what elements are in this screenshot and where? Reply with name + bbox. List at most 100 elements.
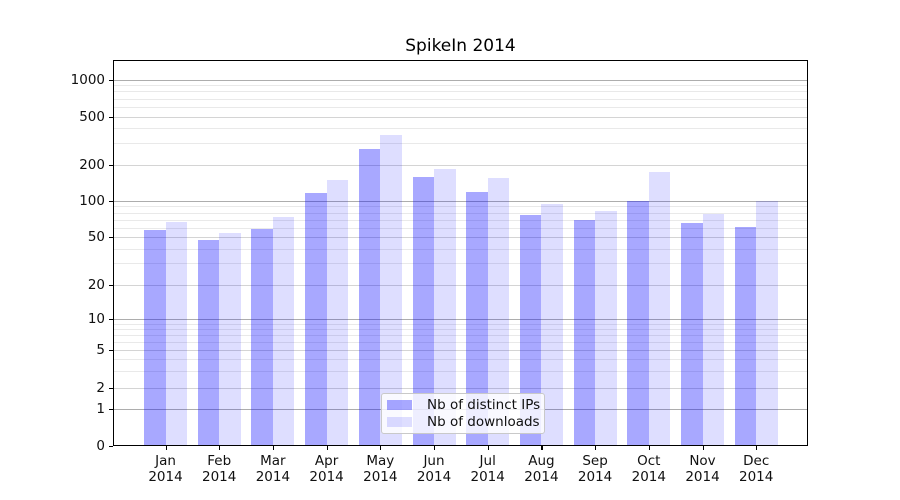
x-tick-mar: [272, 446, 275, 450]
x-tick-label-nov: Nov 2014: [685, 453, 720, 485]
y-tick-500: [109, 116, 113, 118]
bar-distinct-ips-jan: [144, 230, 166, 446]
gridline-500: [113, 116, 808, 118]
minor-gridline-8: [113, 329, 808, 331]
y-tick-1: [109, 408, 113, 410]
gridline-2: [113, 387, 808, 389]
x-tick-label-sep: Sep 2014: [577, 453, 613, 485]
bar-downloads-dec: [756, 201, 778, 446]
y-tick-label-20: 20: [87, 276, 105, 293]
bar-downloads-nov: [702, 213, 724, 446]
x-tick-label-jan: Jan 2014: [148, 453, 183, 485]
x-tick-label-dec: Dec 2014: [739, 453, 774, 485]
y-tick-label-1: 1: [96, 400, 105, 417]
legend: Nb of distinct IPs Nb of downloads: [381, 393, 545, 434]
y-tick-10: [109, 319, 113, 321]
bar-downloads-jan: [165, 221, 187, 446]
y-tick-label-10: 10: [87, 311, 105, 328]
legend-swatch-downloads: [387, 417, 412, 427]
bar-distinct-ips-may: [358, 148, 381, 446]
y-tick-label-100: 100: [79, 193, 105, 209]
bar-downloads-aug: [541, 203, 563, 446]
y-tick-1000: [109, 79, 113, 81]
y-tick-label-50: 50: [87, 229, 105, 245]
x-tick-jun: [434, 446, 436, 450]
y-tick-label-2: 2: [96, 379, 105, 396]
minor-gridline-700: [113, 98, 808, 100]
plot-area: [113, 60, 808, 446]
bar-downloads-apr: [326, 180, 349, 446]
minor-gridline-300: [113, 143, 808, 145]
gridline-5: [113, 349, 808, 351]
x-tick-aug: [541, 446, 543, 450]
bar-distinct-ips-apr: [305, 193, 327, 446]
legend-label-downloads: Nb of downloads: [427, 414, 540, 430]
x-tick-label-may: May 2014: [363, 453, 398, 485]
minor-gridline-60: [113, 227, 808, 229]
minor-gridline-80: [113, 212, 808, 214]
x-tick-feb: [219, 446, 221, 450]
legend-label-distinct-ips: Nb of distinct IPs: [427, 397, 541, 413]
y-tick-200: [109, 164, 113, 166]
x-tick-apr: [326, 446, 328, 450]
x-tick-label-aug: Aug 2014: [524, 453, 559, 485]
bar-distinct-ips-oct: [627, 201, 649, 446]
y-tick-label-5: 5: [96, 341, 105, 358]
y-tick-label-0: 0: [96, 438, 105, 454]
legend-swatch-distinct-ips: [387, 400, 412, 410]
bar-downloads-sep: [595, 210, 617, 446]
x-tick-label-jun: Jun 2014: [416, 453, 452, 485]
minor-gridline-7: [113, 334, 808, 336]
bar-distinct-ips-feb: [197, 240, 220, 446]
minor-gridline-9: [113, 323, 808, 325]
minor-gridline-600: [113, 106, 808, 108]
bar-downloads-jun: [434, 168, 456, 446]
gridline-200: [113, 164, 808, 166]
gridline-50: [113, 237, 808, 238]
gridline-10: [113, 319, 808, 321]
bar-distinct-ips-aug: [519, 214, 542, 446]
y-tick-label-1000: 1000: [70, 71, 105, 88]
x-tick-nov: [702, 446, 704, 450]
minor-gridline-6: [113, 341, 808, 343]
gridline-100: [113, 201, 808, 202]
chart-title: SpikeIn 2014: [405, 36, 516, 56]
bar-distinct-ips-sep: [573, 220, 596, 446]
y-tick-0: [109, 446, 113, 448]
minor-gridline-4: [113, 358, 808, 360]
bar-downloads-oct: [648, 172, 671, 446]
x-tick-label-mar: Mar 2014: [255, 453, 291, 485]
gridline-1000: [113, 79, 808, 81]
gridline-20: [113, 284, 808, 286]
x-tick-dec: [756, 446, 758, 450]
bar-downloads-feb: [219, 233, 241, 446]
bar-distinct-ips-nov: [681, 222, 703, 446]
minor-gridline-70: [113, 219, 808, 221]
minor-gridline-900: [113, 85, 808, 87]
y-tick-label-200: 200: [79, 156, 105, 173]
minor-gridline-40: [113, 248, 808, 250]
y-tick-5: [109, 349, 113, 351]
x-tick-label-oct: Oct 2014: [631, 453, 666, 485]
x-tick-label-feb: Feb 2014: [202, 453, 237, 485]
x-tick-label-apr: Apr 2014: [309, 453, 344, 485]
x-tick-jul: [487, 446, 489, 450]
x-tick-oct: [648, 446, 650, 450]
x-tick-may: [380, 446, 382, 450]
legend-item-distinct-ips: Nb of distinct IPs: [387, 397, 541, 413]
y-tick-20: [109, 284, 113, 286]
x-tick-jan: [165, 446, 167, 450]
minor-gridline-30: [113, 263, 808, 265]
legend-item-downloads: Nb of downloads: [387, 414, 540, 430]
y-tick-2: [109, 387, 113, 389]
bar-downloads-mar: [272, 217, 295, 446]
bar-distinct-ips-jul: [466, 192, 488, 446]
bar-distinct-ips-dec: [734, 226, 757, 446]
bar-downloads-may: [380, 134, 402, 446]
minor-gridline-3: [113, 370, 808, 372]
minor-gridline-800: [113, 91, 808, 93]
minor-gridline-90: [113, 206, 808, 208]
x-tick-label-jul: Jul 2014: [470, 453, 505, 485]
y-tick-100: [109, 201, 113, 203]
